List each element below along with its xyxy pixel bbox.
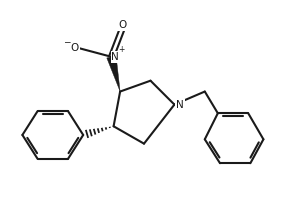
Text: +: +	[119, 45, 125, 54]
Polygon shape	[107, 56, 120, 92]
Text: O: O	[118, 20, 126, 30]
Text: O: O	[71, 43, 79, 53]
Text: N: N	[111, 52, 119, 62]
Text: −: −	[63, 37, 71, 46]
Text: N: N	[176, 100, 184, 110]
